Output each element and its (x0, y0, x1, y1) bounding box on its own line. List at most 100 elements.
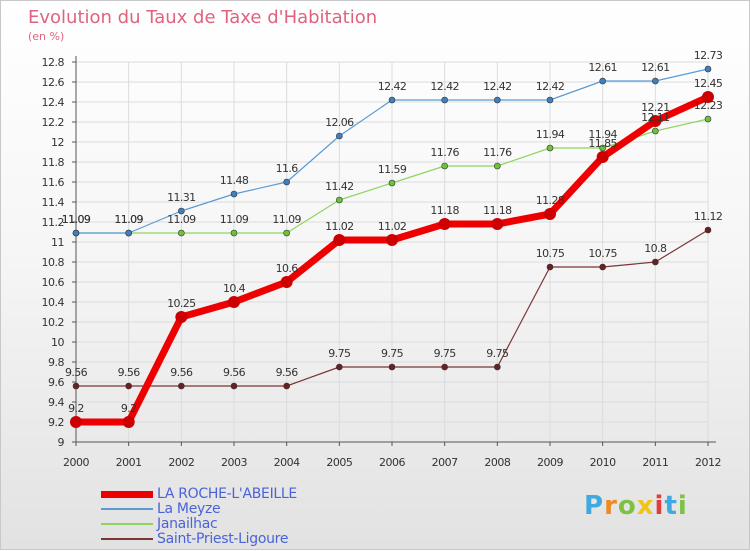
y-tick-label: 12.2 (42, 116, 65, 129)
data-point-janailhac (546, 144, 554, 152)
data-label-saint-priest-ligoure: 10.75 (588, 247, 617, 260)
data-label-janailhac: 11.09 (167, 213, 196, 226)
proxiti-logo: Proxiti (584, 491, 688, 521)
data-point-saint-priest-ligoure (178, 382, 185, 390)
data-point-la-meyze (704, 65, 712, 73)
data-point-saint-priest-ligoure (230, 382, 238, 390)
data-label-la-meyze: 11.31 (167, 191, 196, 204)
data-label-la-meyze: 12.42 (378, 80, 407, 93)
x-tick-label: 2004 (274, 456, 300, 469)
data-label-janailhac: 11.94 (536, 128, 565, 141)
y-tick-label: 10.8 (42, 256, 65, 269)
y-tick-label: 10 (51, 336, 64, 349)
y-tick-label: 12 (51, 136, 64, 149)
data-label-janailhac: 11.76 (483, 146, 512, 159)
data-label-la-roche-l-abeille: 9.2 (121, 402, 137, 415)
legend-label: Saint-Priest-Ligoure (157, 531, 289, 547)
data-label-la-roche-l-abeille: 10.4 (223, 282, 246, 295)
data-point-la-roche-l-abeille (702, 91, 714, 103)
data-label-la-meyze: 12.73 (694, 49, 723, 62)
data-label-saint-priest-ligoure: 9.56 (65, 366, 88, 379)
data-point-saint-priest-ligoure (336, 363, 343, 371)
data-label-la-meyze: 12.42 (430, 80, 459, 93)
data-label-la-meyze: 11.48 (220, 174, 249, 187)
data-label-la-roche-l-abeille: 9.2 (68, 402, 84, 415)
data-label-janailhac: 11.09 (220, 213, 249, 226)
legend-swatch-la-meyze (101, 508, 153, 510)
x-tick-label: 2003 (221, 456, 247, 469)
data-label-janailhac: 11.59 (378, 163, 407, 176)
data-label-janailhac: 11.42 (325, 180, 354, 193)
data-label-la-meyze: 12.06 (325, 116, 354, 129)
data-label-la-roche-l-abeille: 11.85 (588, 137, 617, 150)
data-point-la-meyze (652, 77, 659, 85)
data-point-saint-priest-ligoure (599, 263, 606, 271)
data-label-janailhac: 11.94 (588, 128, 617, 141)
x-tick-label: 2001 (116, 456, 142, 469)
data-label-la-meyze: 12.61 (588, 61, 617, 74)
data-label-la-meyze: 11.09 (114, 213, 143, 226)
y-tick-label: 9 (58, 436, 65, 449)
data-label-la-meyze: 12.42 (483, 80, 512, 93)
data-point-la-meyze (388, 96, 396, 104)
x-tick-label: 2005 (326, 456, 352, 469)
logo-letter: o (617, 491, 637, 521)
data-label-saint-priest-ligoure: 10.8 (644, 242, 667, 255)
x-tick-label: 2008 (484, 456, 510, 469)
data-label-la-roche-l-abeille: 10.6 (276, 262, 299, 275)
y-tick-label: 11 (51, 236, 64, 249)
data-point-la-roche-l-abeille (280, 276, 293, 288)
legend-swatch-saint-priest-ligoure (101, 538, 153, 540)
data-point-la-roche-l-abeille (596, 151, 609, 163)
data-point-la-meyze (125, 229, 132, 237)
data-label-la-meyze: 11.6 (276, 162, 299, 175)
data-label-janailhac: 12.23 (694, 99, 723, 112)
logo-letter: t (664, 491, 678, 521)
data-label-saint-priest-ligoure: 10.75 (536, 247, 565, 260)
data-point-saint-priest-ligoure (652, 258, 659, 266)
data-point-saint-priest-ligoure (283, 382, 290, 390)
x-tick-label: 2006 (379, 456, 405, 469)
data-point-janailhac (652, 127, 659, 135)
data-point-la-roche-l-abeille (333, 234, 346, 246)
legend-swatch-la-roche-l-abeille (101, 491, 153, 498)
logo-letter: r (604, 491, 618, 521)
y-tick-label: 11.6 (42, 176, 65, 189)
data-point-janailhac (388, 179, 396, 187)
data-label-la-meyze: 12.61 (641, 61, 670, 74)
chart-subtitle: (en %) (28, 30, 65, 43)
legend-label: LA ROCHE-L'ABEILLE (157, 486, 297, 502)
data-point-saint-priest-ligoure (125, 382, 132, 390)
data-point-la-roche-l-abeille (649, 115, 662, 127)
data-point-la-meyze (72, 229, 80, 237)
x-tick-label: 2009 (537, 456, 563, 469)
y-tick-label: 10.2 (42, 316, 65, 329)
y-tick-label: 9.6 (48, 376, 64, 389)
data-point-saint-priest-ligoure (546, 263, 554, 271)
data-label-la-roche-l-abeille: 11.02 (325, 220, 354, 233)
data-point-janailhac (230, 229, 238, 237)
y-tick-label: 12.8 (42, 56, 65, 69)
data-label-la-meyze: 11.09 (62, 213, 91, 226)
y-tick-label: 9.8 (48, 356, 64, 369)
x-tick-label: 2002 (168, 456, 194, 469)
data-point-la-roche-l-abeille (544, 208, 556, 220)
data-point-janailhac (178, 229, 185, 237)
y-tick-label: 10.4 (42, 296, 65, 309)
data-point-saint-priest-ligoure (494, 363, 501, 371)
data-label-saint-priest-ligoure: 9.75 (486, 347, 509, 360)
data-label-saint-priest-ligoure: 11.12 (694, 210, 723, 223)
data-label-janailhac: 11.09 (114, 213, 143, 226)
data-point-la-meyze (178, 207, 185, 215)
data-point-saint-priest-ligoure (388, 363, 396, 371)
data-label-janailhac: 12.11 (641, 111, 670, 124)
data-point-la-meyze (441, 96, 448, 104)
legend-label: La Meyze (157, 501, 221, 517)
data-point-la-meyze (494, 96, 501, 104)
y-tick-label: 12.6 (42, 76, 65, 89)
y-tick-label: 11.8 (42, 156, 65, 169)
data-point-la-meyze (336, 132, 343, 140)
data-point-la-roche-l-abeille (122, 416, 135, 428)
data-label-janailhac: 11.09 (272, 213, 301, 226)
